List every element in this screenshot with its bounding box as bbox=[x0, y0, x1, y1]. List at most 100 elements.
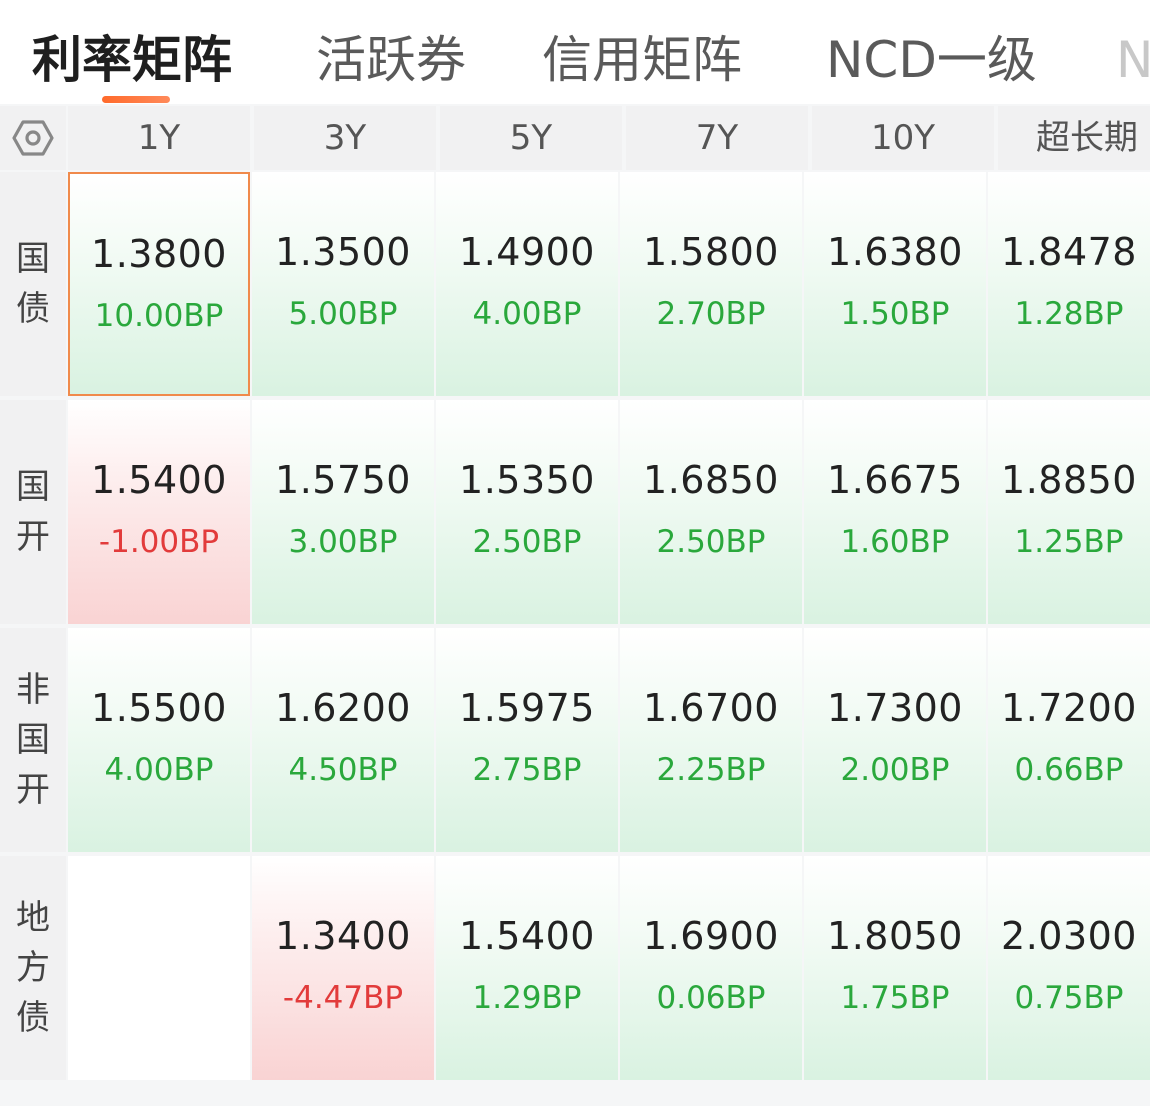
bp-change-value: 1.28BP bbox=[1014, 296, 1124, 332]
yield-value: 1.6700 bbox=[643, 686, 779, 730]
yield-value: 1.5350 bbox=[459, 458, 595, 502]
yield-value: 1.6900 bbox=[643, 914, 779, 958]
bp-change-value: 1.60BP bbox=[840, 524, 950, 560]
row-label-char: 债 bbox=[16, 289, 50, 329]
row-label-non-cdb-policy: 非国开 bbox=[0, 628, 66, 852]
rate-cell-local-gov-10y[interactable]: 1.8050 1.75BP bbox=[804, 856, 986, 1080]
tab-active-bonds[interactable]: 活跃券 bbox=[316, 31, 466, 89]
column-header-row: 1Y 3Y 5Y 7Y 10Y 超长期 bbox=[0, 106, 1150, 170]
row-label-char: 债 bbox=[16, 998, 50, 1038]
row-label-char: 非 bbox=[16, 670, 50, 710]
column-header-1y[interactable]: 1Y bbox=[68, 106, 250, 170]
yield-value: 1.6675 bbox=[827, 458, 963, 502]
row-label-char: 地 bbox=[16, 898, 50, 938]
bp-change-value: 0.75BP bbox=[1014, 980, 1124, 1016]
yield-value: 1.8850 bbox=[1001, 458, 1137, 502]
yield-value: 1.3800 bbox=[91, 232, 227, 276]
bp-change-value: 2.75BP bbox=[472, 752, 582, 788]
yield-value: 1.7200 bbox=[1001, 686, 1137, 730]
tab-next-partial[interactable]: N bbox=[1116, 31, 1150, 89]
rate-cell-cdb-3y[interactable]: 1.5750 3.00BP bbox=[252, 400, 434, 624]
rate-cell-treasury-ultra-long[interactable]: 1.8478 1.28BP bbox=[988, 172, 1150, 396]
rate-cell-cdb-7y[interactable]: 1.6850 2.50BP bbox=[620, 400, 802, 624]
rate-cell-treasury-7y[interactable]: 1.5800 2.70BP bbox=[620, 172, 802, 396]
yield-value: 1.6850 bbox=[643, 458, 779, 502]
row-label-char: 开 bbox=[16, 770, 50, 810]
row-label-char: 国 bbox=[16, 467, 50, 507]
yield-value: 1.8478 bbox=[1001, 230, 1137, 274]
column-header-3y[interactable]: 3Y bbox=[254, 106, 436, 170]
rate-cell-non-cdb-policy-3y[interactable]: 1.6200 4.50BP bbox=[252, 628, 434, 852]
column-header-10y[interactable]: 10Y bbox=[812, 106, 994, 170]
rate-cell-local-gov-1y bbox=[68, 856, 250, 1080]
tab-ncd-primary[interactable]: NCD一级 bbox=[826, 31, 1037, 89]
rate-cell-local-gov-3y[interactable]: 1.3400 -4.47BP bbox=[252, 856, 434, 1080]
bp-change-value: 3.00BP bbox=[288, 524, 398, 560]
bp-change-value: 4.50BP bbox=[288, 752, 398, 788]
rate-cell-treasury-1y[interactable]: 1.3800 10.00BP bbox=[68, 172, 250, 396]
bp-change-value: 10.00BP bbox=[94, 298, 224, 334]
row-label-char: 开 bbox=[16, 517, 50, 557]
bp-change-value: 0.66BP bbox=[1014, 752, 1124, 788]
row-label-local-gov: 地方债 bbox=[0, 856, 66, 1080]
row-label-char: 国 bbox=[16, 720, 50, 760]
bottom-spacer bbox=[0, 1082, 1150, 1106]
tab-bar: 利率矩阵 活跃券 信用矩阵 NCD一级 N bbox=[0, 0, 1150, 104]
matrix-settings-button[interactable] bbox=[0, 106, 66, 170]
bp-change-value: 4.00BP bbox=[104, 752, 214, 788]
rate-cell-cdb-1y[interactable]: 1.5400 -1.00BP bbox=[68, 400, 250, 624]
rate-cell-treasury-5y[interactable]: 1.4900 4.00BP bbox=[436, 172, 618, 396]
yield-value: 1.5400 bbox=[459, 914, 595, 958]
column-header-7y[interactable]: 7Y bbox=[626, 106, 808, 170]
rate-cell-non-cdb-policy-7y[interactable]: 1.6700 2.25BP bbox=[620, 628, 802, 852]
rate-cell-treasury-10y[interactable]: 1.6380 1.50BP bbox=[804, 172, 986, 396]
bp-change-value: 5.00BP bbox=[288, 296, 398, 332]
bp-change-value: 1.50BP bbox=[840, 296, 950, 332]
rate-cell-non-cdb-policy-10y[interactable]: 1.7300 2.00BP bbox=[804, 628, 986, 852]
bp-change-value: -4.47BP bbox=[282, 980, 404, 1016]
yield-value: 1.5500 bbox=[91, 686, 227, 730]
yield-value: 1.6380 bbox=[827, 230, 963, 274]
rate-cell-local-gov-ultra-long[interactable]: 2.0300 0.75BP bbox=[988, 856, 1150, 1080]
yield-value: 1.7300 bbox=[827, 686, 963, 730]
rate-cell-non-cdb-policy-ultra-long[interactable]: 1.7200 0.66BP bbox=[988, 628, 1150, 852]
yield-value: 1.6200 bbox=[275, 686, 411, 730]
bp-change-value: -1.00BP bbox=[98, 524, 220, 560]
tab-credit-matrix[interactable]: 信用矩阵 bbox=[542, 31, 742, 89]
yield-value: 1.5800 bbox=[643, 230, 779, 274]
column-header-ultra-long[interactable]: 超长期 bbox=[998, 106, 1150, 170]
bp-change-value: 0.06BP bbox=[656, 980, 766, 1016]
row-label-char: 方 bbox=[16, 948, 50, 988]
row-label-cdb: 国开 bbox=[0, 400, 66, 624]
yield-value: 1.4900 bbox=[459, 230, 595, 274]
rate-cell-treasury-3y[interactable]: 1.3500 5.00BP bbox=[252, 172, 434, 396]
bp-change-value: 4.00BP bbox=[472, 296, 582, 332]
rate-cell-cdb-5y[interactable]: 1.5350 2.50BP bbox=[436, 400, 618, 624]
bp-change-value: 2.70BP bbox=[656, 296, 766, 332]
column-header-5y[interactable]: 5Y bbox=[440, 106, 622, 170]
rate-cell-non-cdb-policy-5y[interactable]: 1.5975 2.75BP bbox=[436, 628, 618, 852]
bp-change-value: 1.75BP bbox=[840, 980, 950, 1016]
yield-value: 1.5750 bbox=[275, 458, 411, 502]
rate-cell-local-gov-5y[interactable]: 1.5400 1.29BP bbox=[436, 856, 618, 1080]
gear-hexagon-icon bbox=[12, 120, 54, 156]
active-tab-indicator bbox=[102, 96, 170, 103]
yield-value: 1.5975 bbox=[459, 686, 595, 730]
yield-value: 1.8050 bbox=[827, 914, 963, 958]
bp-change-value: 2.00BP bbox=[840, 752, 950, 788]
row-label-char: 国 bbox=[16, 239, 50, 279]
rate-cell-cdb-10y[interactable]: 1.6675 1.60BP bbox=[804, 400, 986, 624]
rate-cell-non-cdb-policy-1y[interactable]: 1.5500 4.00BP bbox=[68, 628, 250, 852]
rate-cell-local-gov-7y[interactable]: 1.6900 0.06BP bbox=[620, 856, 802, 1080]
yield-value: 1.3400 bbox=[275, 914, 411, 958]
row-label-treasury: 国债 bbox=[0, 172, 66, 396]
bp-change-value: 1.25BP bbox=[1014, 524, 1124, 560]
yield-value: 1.5400 bbox=[91, 458, 227, 502]
rate-cell-cdb-ultra-long[interactable]: 1.8850 1.25BP bbox=[988, 400, 1150, 624]
bp-change-value: 2.25BP bbox=[656, 752, 766, 788]
yield-value: 1.3500 bbox=[275, 230, 411, 274]
tab-rate-matrix[interactable]: 利率矩阵 bbox=[32, 31, 232, 89]
yield-value: 2.0300 bbox=[1001, 914, 1137, 958]
bp-change-value: 1.29BP bbox=[472, 980, 582, 1016]
